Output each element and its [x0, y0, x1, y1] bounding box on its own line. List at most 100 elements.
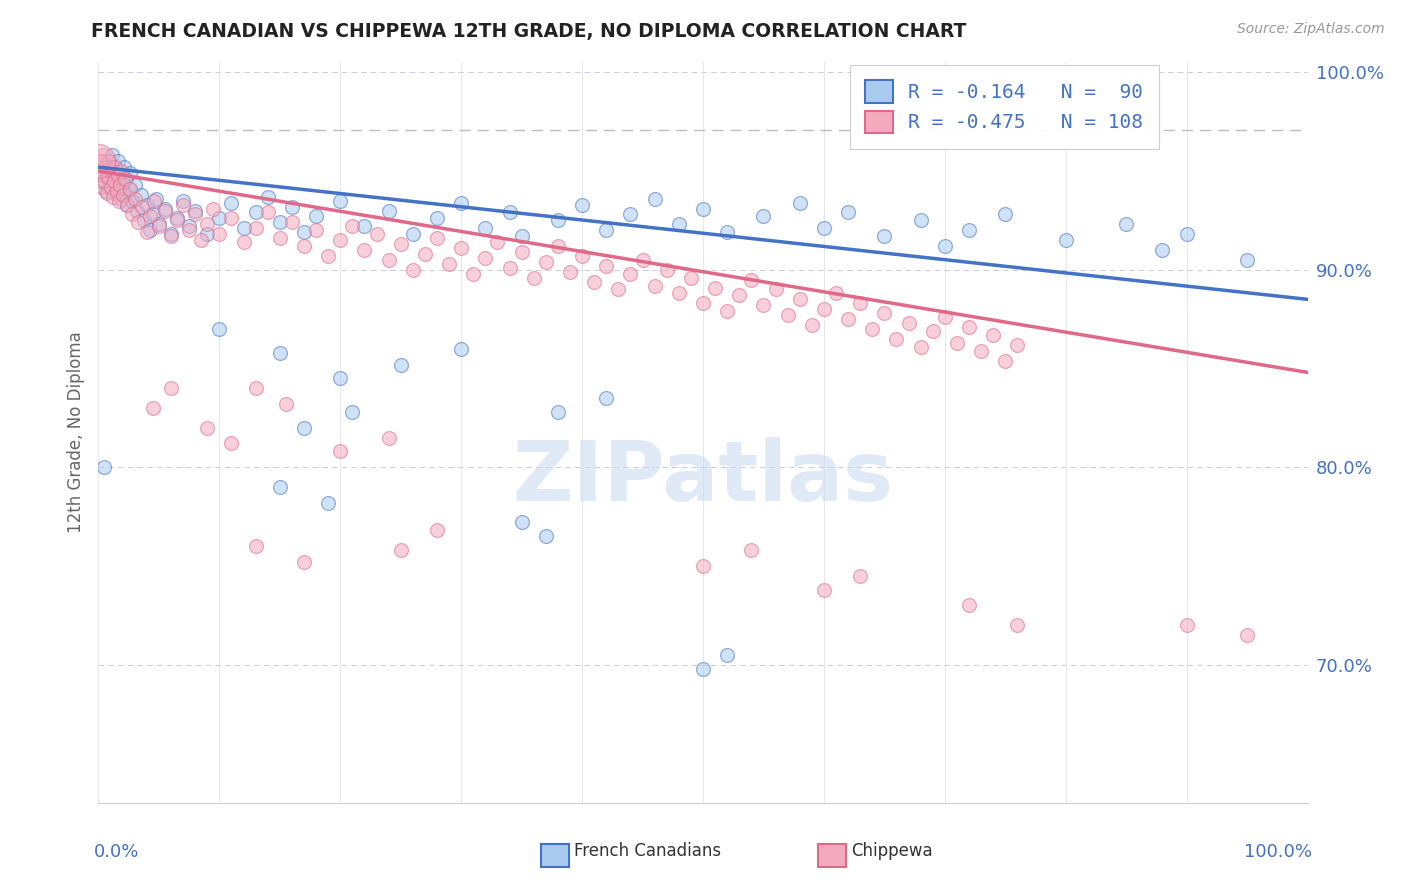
Point — [139, 223, 162, 237]
Point — [117, 197, 139, 211]
Point — [910, 340, 932, 354]
Point — [860, 322, 883, 336]
Text: 100.0%: 100.0% — [1244, 843, 1312, 861]
Point — [970, 343, 993, 358]
Point — [269, 215, 291, 229]
Point — [692, 661, 714, 675]
Point — [498, 260, 520, 275]
Point — [127, 215, 149, 229]
Point — [692, 202, 714, 216]
Point — [98, 179, 121, 194]
Point — [96, 168, 118, 182]
Point — [142, 401, 165, 415]
Point — [813, 302, 835, 317]
Point — [292, 420, 315, 434]
Point — [607, 283, 630, 297]
Point — [232, 235, 254, 249]
Point — [108, 178, 131, 192]
Point — [813, 221, 835, 235]
Point — [202, 202, 225, 216]
Point — [108, 182, 131, 196]
Point — [1152, 243, 1174, 257]
Point — [813, 582, 835, 597]
Point — [837, 312, 859, 326]
Point — [910, 213, 932, 227]
Point — [269, 231, 291, 245]
Point — [101, 176, 124, 190]
Point — [873, 306, 896, 320]
Point — [160, 227, 183, 242]
Point — [668, 286, 690, 301]
Point — [305, 210, 328, 224]
Point — [692, 558, 714, 573]
Point — [208, 211, 231, 226]
Point — [510, 244, 533, 259]
Point — [426, 211, 449, 226]
Point — [105, 184, 128, 198]
Point — [873, 229, 896, 244]
Point — [837, 205, 859, 219]
Point — [121, 207, 143, 221]
Point — [87, 154, 110, 169]
Point — [91, 179, 114, 194]
Point — [208, 322, 231, 336]
Point — [90, 168, 112, 182]
Point — [110, 192, 132, 206]
Point — [752, 210, 775, 224]
Text: 0.0%: 0.0% — [94, 843, 139, 861]
Point — [160, 229, 183, 244]
Point — [1054, 233, 1077, 247]
Point — [89, 154, 111, 169]
Point — [957, 320, 980, 334]
Point — [142, 207, 165, 221]
Point — [957, 599, 980, 613]
Point — [245, 539, 267, 553]
Point — [486, 235, 509, 249]
Point — [547, 405, 569, 419]
Point — [184, 203, 207, 218]
Point — [166, 213, 188, 227]
Point — [450, 342, 472, 356]
Point — [934, 239, 956, 253]
Point — [752, 298, 775, 312]
Point — [245, 221, 267, 235]
Point — [89, 154, 111, 169]
Point — [245, 205, 267, 219]
Point — [377, 431, 399, 445]
Point — [139, 210, 162, 224]
Point — [97, 169, 120, 184]
Point — [886, 332, 908, 346]
Point — [523, 270, 546, 285]
Point — [124, 178, 146, 192]
Point — [800, 318, 823, 332]
Point — [716, 648, 738, 662]
Point — [107, 154, 129, 169]
Point — [825, 286, 848, 301]
Point — [534, 255, 557, 269]
Point — [114, 187, 136, 202]
Point — [426, 524, 449, 538]
Point — [101, 190, 124, 204]
Point — [558, 265, 581, 279]
Legend: R = -0.164   N =  90, R = -0.475   N = 108: R = -0.164 N = 90, R = -0.475 N = 108 — [849, 65, 1159, 149]
Point — [789, 293, 811, 307]
Point — [91, 148, 114, 162]
Point — [127, 203, 149, 218]
Point — [716, 225, 738, 239]
Point — [740, 543, 762, 558]
Point — [655, 262, 678, 277]
Point — [1007, 338, 1029, 352]
Point — [329, 194, 352, 208]
Point — [994, 207, 1017, 221]
Point — [1175, 618, 1198, 632]
Point — [103, 160, 125, 174]
Point — [112, 160, 135, 174]
Point — [108, 194, 131, 208]
Point — [118, 166, 141, 180]
Point — [100, 148, 122, 162]
Point — [644, 192, 666, 206]
Point — [100, 164, 122, 178]
Point — [765, 283, 787, 297]
Point — [668, 217, 690, 231]
Point — [921, 324, 943, 338]
